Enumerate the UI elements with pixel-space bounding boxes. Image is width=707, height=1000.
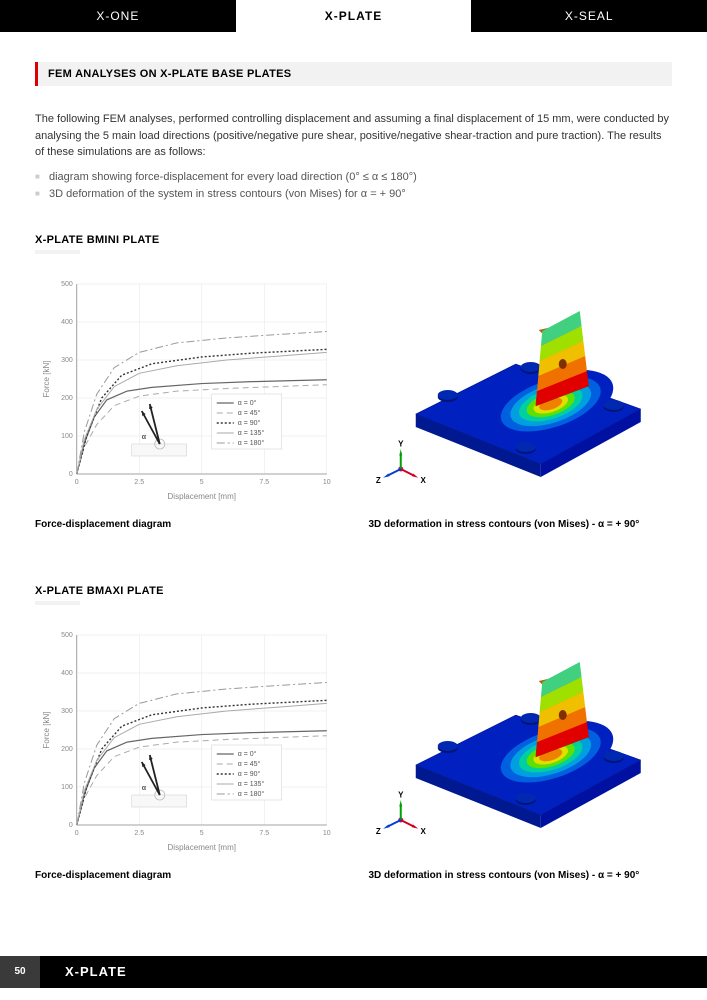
- svg-text:300: 300: [61, 708, 73, 715]
- svg-text:500: 500: [61, 632, 73, 639]
- svg-text:10: 10: [323, 830, 331, 837]
- svg-text:200: 200: [61, 395, 73, 402]
- intro-text: The following FEM analyses, performed co…: [35, 111, 672, 161]
- fem-render-2: X Y Z: [369, 625, 673, 855]
- force-displacement-chart-2: 0 100 200 300 400 500 0 2.5 5 7.5 10 Force [kN] Disp…: [35, 625, 339, 855]
- title-underline: [35, 250, 80, 254]
- svg-text:400: 400: [61, 319, 73, 326]
- svg-text:X: X: [420, 827, 426, 836]
- svg-text:5: 5: [200, 479, 204, 486]
- tab-xone[interactable]: X-ONE: [0, 0, 236, 32]
- svg-text:200: 200: [61, 746, 73, 753]
- plate1-title: X-PLATE BMINI PLATE: [35, 234, 672, 246]
- fem1-caption: 3D deformation in stress contours (von M…: [369, 519, 673, 530]
- chart1-caption: Force-displacement diagram: [35, 519, 339, 530]
- tab-xplate[interactable]: X-PLATE: [236, 0, 472, 32]
- svg-text:X: X: [420, 476, 426, 485]
- section-header: FEM ANALYSES ON X-PLATE BASE PLATES: [35, 62, 672, 86]
- footer-title: X-PLATE: [65, 964, 127, 979]
- svg-text:2.5: 2.5: [134, 479, 144, 486]
- svg-text:300: 300: [61, 357, 73, 364]
- svg-text:Force [kN]: Force [kN]: [42, 360, 51, 397]
- svg-text:100: 100: [61, 784, 73, 791]
- svg-text:10: 10: [323, 479, 331, 486]
- svg-text:500: 500: [61, 281, 73, 288]
- svg-text:α = 90°: α = 90°: [238, 770, 261, 778]
- svg-text:0: 0: [69, 822, 73, 829]
- fem-render-1: X Y Z: [369, 274, 673, 504]
- svg-text:α = 180°: α = 180°: [238, 790, 265, 798]
- svg-text:α = 0°: α = 0°: [238, 399, 257, 407]
- svg-text:0: 0: [75, 479, 79, 486]
- svg-text:α = 135°: α = 135°: [238, 780, 265, 788]
- svg-text:7.5: 7.5: [259, 479, 269, 486]
- svg-text:2.5: 2.5: [134, 830, 144, 837]
- svg-text:Z: Z: [375, 476, 380, 485]
- page-number: 50: [0, 956, 40, 988]
- svg-text:α: α: [142, 434, 147, 441]
- svg-text:Y: Y: [398, 439, 404, 448]
- plate2-title: X-PLATE BMAXI PLATE: [35, 585, 672, 597]
- svg-text:α = 45°: α = 45°: [238, 760, 261, 768]
- top-tabs: X-ONE X-PLATE X-SEAL: [0, 0, 707, 32]
- svg-text:Y: Y: [398, 790, 404, 799]
- svg-text:5: 5: [200, 830, 204, 837]
- svg-text:Displacement [mm]: Displacement [mm]: [168, 492, 236, 501]
- fem2-caption: 3D deformation in stress contours (von M…: [369, 870, 673, 881]
- title-underline: [35, 601, 80, 605]
- svg-text:α: α: [142, 785, 147, 792]
- tab-xseal[interactable]: X-SEAL: [471, 0, 707, 32]
- svg-text:400: 400: [61, 670, 73, 677]
- chart2-caption: Force-displacement diagram: [35, 870, 339, 881]
- svg-text:7.5: 7.5: [259, 830, 269, 837]
- bullet-item: 3D deformation of the system in stress c…: [35, 186, 672, 204]
- svg-text:α = 135°: α = 135°: [238, 429, 265, 437]
- svg-text:Force [kN]: Force [kN]: [42, 711, 51, 748]
- svg-text:α = 0°: α = 0°: [238, 750, 257, 758]
- bullet-item: diagram showing force-displacement for e…: [35, 169, 672, 187]
- svg-text:Z: Z: [375, 827, 380, 836]
- svg-text:0: 0: [75, 830, 79, 837]
- force-displacement-chart-1: 0 100 200 300 400 500 0 2.5 5 7.5 10 Force [kN] Disp…: [35, 274, 339, 504]
- svg-text:α = 45°: α = 45°: [238, 409, 261, 417]
- svg-text:0: 0: [69, 471, 73, 478]
- svg-text:α = 180°: α = 180°: [238, 439, 265, 447]
- svg-text:Displacement [mm]: Displacement [mm]: [168, 843, 236, 852]
- svg-text:100: 100: [61, 433, 73, 440]
- bullet-list: diagram showing force-displacement for e…: [35, 169, 672, 204]
- page-footer: 50 X-PLATE: [0, 956, 707, 988]
- svg-text:α = 90°: α = 90°: [238, 419, 261, 427]
